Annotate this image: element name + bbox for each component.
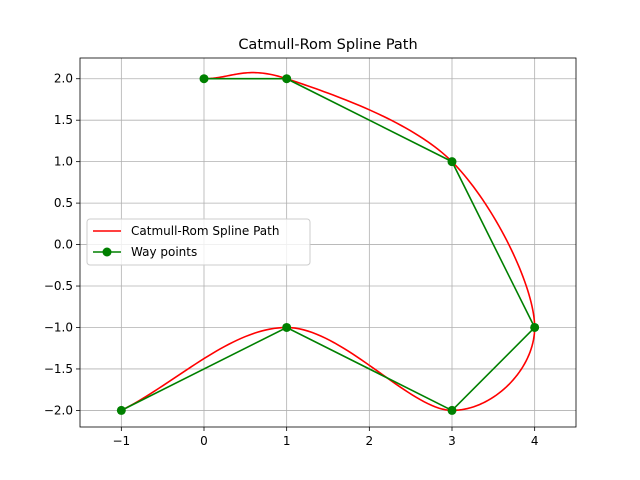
waypoint-marker (447, 157, 457, 167)
waypoint-marker (282, 74, 292, 84)
y-tick-label: 0.0 (54, 238, 73, 252)
waypoint-marker (282, 322, 292, 332)
waypoint-marker (116, 405, 126, 415)
legend-box (86, 218, 311, 266)
y-tick-label: −2.0 (44, 403, 73, 417)
y-tick-label: −1.0 (44, 320, 73, 334)
y-tick-label: 1.5 (54, 113, 73, 127)
legend-label-spline: Catmull-Rom Spline Path (131, 224, 279, 238)
y-tick-label: 2.0 (54, 72, 73, 86)
waypoint-marker (447, 405, 457, 415)
axes (79, 57, 577, 428)
axes-frame (79, 57, 577, 428)
chart-title: Catmull-Rom Spline Path (238, 37, 417, 53)
y-tick-label: −1.5 (44, 362, 73, 376)
x-tick-label: 0 (200, 434, 208, 448)
legend-label-waypoints: Way points (131, 245, 197, 259)
x-tick-label: −1 (112, 434, 130, 448)
ticks: −1 0 1 2 3 4 −2.0 −1.5 −1.0 −0.5 0.0 0.5 1.0 1.5 2.0 (44, 72, 539, 448)
x-tick-label: 2 (366, 434, 374, 448)
waypoint-marker (530, 322, 540, 332)
y-tick-label: 0.5 (54, 196, 73, 210)
x-tick-label: 3 (448, 434, 456, 448)
legend: Catmull-Rom Spline Path Way points (86, 218, 311, 266)
x-tick-label: 1 (283, 434, 291, 448)
waypoint-marker (199, 74, 209, 84)
y-tick-label: 1.0 (54, 155, 73, 169)
y-tick-label: −0.5 (44, 279, 73, 293)
legend-waypoints-marker (102, 247, 112, 257)
x-tick-label: 4 (531, 434, 539, 448)
series-layer (116, 71, 540, 415)
